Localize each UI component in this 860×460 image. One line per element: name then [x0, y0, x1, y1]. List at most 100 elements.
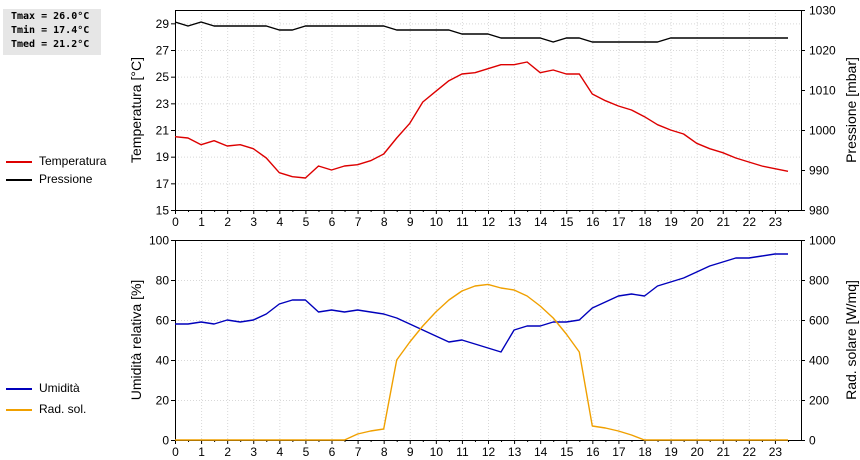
chart1-ytick-label: 19: [156, 150, 170, 164]
legend-pressione: Pressione: [6, 172, 126, 188]
chart1-xtick-label: 4: [276, 215, 283, 229]
chart1-xtick-label: 12: [482, 215, 496, 229]
chart2-xtick-label: 16: [586, 445, 600, 459]
chart2-xtick-label: 9: [407, 445, 414, 459]
chart1-xtick-label: 21: [717, 215, 731, 229]
legend-temperatura: Temperatura: [6, 154, 126, 170]
legend-umidita: Umidità: [6, 381, 126, 397]
chart1-ytick-label: 21: [156, 124, 170, 138]
chart2-y2tick-label: 200: [809, 394, 829, 408]
chart2-ytick-label: 60: [156, 314, 170, 328]
chart1-xtick-label: 9: [407, 215, 414, 229]
chart2-xtick-label: 21: [717, 445, 731, 459]
chart1-y2tick-label: 980: [809, 204, 829, 218]
legend-rad-sol: Rad. sol.: [6, 402, 126, 418]
chart1-ytick-label: 25: [156, 70, 170, 84]
chart2-xtick-label: 20: [690, 445, 704, 459]
chart2-xtick-label: 12: [482, 445, 496, 459]
legend-swatch-rad-sol: [6, 409, 32, 411]
chart1-y2tick-label: 1020: [809, 44, 836, 58]
legend-label-temperatura: Temperatura: [39, 154, 107, 168]
chart1-xtick-label: 1: [198, 215, 205, 229]
chart2-series-umidit-line: [175, 253, 788, 353]
chart2-xtick-label: 15: [560, 445, 574, 459]
chart1-xtick-label: 16: [586, 215, 600, 229]
chart2-xtick-label: 7: [355, 445, 362, 459]
chart2-ylabel: Umidità relativa [%]: [128, 280, 144, 401]
chart2-xtick-label: 6: [329, 445, 336, 459]
chart2-frame: [175, 240, 802, 441]
chart2-ytick-label: 80: [156, 274, 170, 288]
chart1-y2label: Pressione [mbar]: [843, 57, 859, 163]
chart1-ytick-label: 29: [156, 17, 170, 31]
chart1-xtick-label: 22: [743, 215, 757, 229]
chart1-xtick-label: 17: [612, 215, 626, 229]
chart2-xtick-label: 23: [769, 445, 783, 459]
chart2-xtick-label: 0: [172, 445, 179, 459]
chart1-xtick-label: 7: [355, 215, 362, 229]
chart2-xtick-label: 14: [534, 445, 548, 459]
tmed-text: Tmed = 21.2°C: [11, 39, 90, 50]
chart2-xtick-label: 11: [456, 445, 469, 459]
chart1-xtick-label: 23: [769, 215, 783, 229]
chart2-series-rad-sol-line: [175, 283, 788, 441]
chart1-series-pressione-line: [174, 21, 788, 43]
chart2-xtick-label: 3: [250, 445, 257, 459]
chart1-ytick-label: 27: [156, 44, 170, 58]
chart1-y2tick-label: 990: [809, 164, 829, 178]
chart1-ylabel: Temperatura [°C]: [128, 57, 144, 163]
chart1-xtick-label: 14: [534, 215, 548, 229]
chart2-xtick-label: 13: [508, 445, 522, 459]
chart2-ytick-label: 20: [156, 394, 170, 408]
chart2-xtick-label: 1: [198, 445, 205, 459]
chart2-xtick-label: 17: [612, 445, 626, 459]
chart1-xtick-label: 19: [664, 215, 678, 229]
tmin-text: Tmin = 17.4°C: [11, 25, 90, 36]
chart2-xtick-label: 8: [381, 445, 388, 459]
chart2-ytick-label: 0: [162, 434, 169, 448]
chart1-xtick-label: 13: [508, 215, 522, 229]
chart1-series-temperatura-line: [174, 61, 789, 179]
chart1-xtick-label: 3: [250, 215, 257, 229]
chart1-xtick-label: 10: [430, 215, 444, 229]
chart1-xtick-label: 6: [329, 215, 336, 229]
legend-swatch-umidita: [6, 388, 32, 390]
chart1-xtick-label: 8: [381, 215, 388, 229]
chart1-frame: [175, 10, 802, 211]
legend-label-rad-sol: Rad. sol.: [39, 402, 87, 416]
chart2-y2tick-label: 400: [809, 354, 829, 368]
chart2-xtick-label: 22: [743, 445, 757, 459]
chart2-xtick-label: 2: [224, 445, 231, 459]
chart2-xtick-label: 5: [303, 445, 310, 459]
chart2-ytick-label: 40: [156, 354, 170, 368]
legend-label-pressione: Pressione: [39, 172, 93, 186]
chart1-xtick-label: 0: [172, 215, 179, 229]
legend-swatch-temperatura: [6, 161, 32, 163]
chart1-group: 0 1 2 3 4 5 6 7 8 9 10 11 12 13 14 15 16 17 18 19 20 21 22 2315…: [128, 4, 859, 230]
chart1-ytick-label: 23: [156, 97, 170, 111]
chart2-y2tick-label: 0: [809, 434, 816, 448]
chart1-ytick-label: 17: [156, 177, 170, 191]
tmax-text: Tmax = 26.0°C: [11, 11, 90, 22]
chart2-group: 0 1 2 3 4 5 6 7 8 9 10 11 12 13 14 15 16 17 18 19 20 21 22 2302…: [128, 234, 859, 460]
chart1-y2tick-label: 1030: [809, 4, 836, 18]
chart2-y2tick-label: 1000: [809, 234, 836, 248]
chart2-ytick-label: 100: [149, 234, 169, 248]
chart1-y2tick-label: 1010: [809, 84, 836, 98]
chart1-y2tick-label: 1000: [809, 124, 836, 138]
chart2-y2tick-label: 800: [809, 274, 829, 288]
chart1-xtick-label: 11: [456, 215, 469, 229]
chart2-xtick-label: 10: [430, 445, 444, 459]
chart1-ytick-label: 15: [156, 204, 170, 218]
chart1-xtick-label: 2: [224, 215, 231, 229]
legend-label-umidita: Umidità: [39, 381, 80, 395]
legend-swatch-pressione: [6, 179, 32, 181]
chart2-xtick-label: 4: [276, 445, 283, 459]
stats-box: Tmax = 26.0°C Tmin = 17.4°C Tmed = 21.2°…: [3, 9, 101, 55]
chart2-xtick-label: 19: [664, 445, 678, 459]
chart1-xtick-label: 5: [303, 215, 310, 229]
chart1-xtick-label: 18: [638, 215, 652, 229]
chart1-xtick-label: 20: [690, 215, 704, 229]
chart1-xtick-label: 15: [560, 215, 574, 229]
